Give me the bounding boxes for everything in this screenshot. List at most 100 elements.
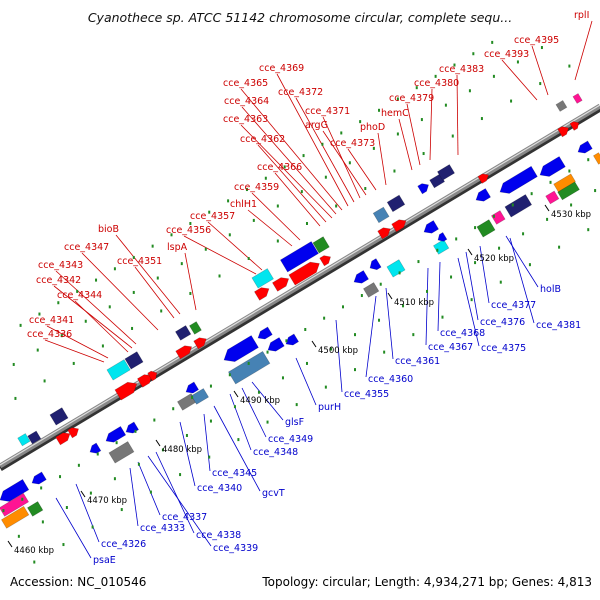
- forward-gene-label: chlH1: [230, 199, 257, 210]
- tick-label: 4500 kbp: [318, 346, 358, 356]
- reverse-gene: [108, 441, 135, 464]
- gene-shape: [499, 165, 538, 194]
- reverse-gene-label: cce_4375: [481, 343, 526, 354]
- track-dot: [38, 312, 41, 316]
- reverse-gene: [433, 239, 450, 255]
- gene-shape: [539, 156, 566, 177]
- reverse-leader-line: [425, 267, 429, 346]
- track-dot: [516, 60, 519, 64]
- forward-gene: [555, 100, 568, 112]
- gene-shape: [254, 287, 270, 301]
- tick-mark: [233, 390, 239, 398]
- track-dot: [208, 455, 211, 459]
- reverse-gene-label: cce_4376: [480, 317, 525, 328]
- gene-shape: [437, 164, 455, 181]
- reverse-leader-line: [213, 405, 261, 492]
- forward-leader-line: [251, 192, 301, 241]
- forward-gene-label: cce_4371: [305, 106, 350, 117]
- forward-leader-line: [377, 132, 387, 186]
- gene-shape: [223, 335, 259, 362]
- track-dot: [132, 255, 135, 259]
- forward-gene: [391, 219, 407, 233]
- chromosome-backbone: [0, 103, 600, 472]
- gene-shape: [17, 433, 31, 447]
- forward-gene-label: cce_4347: [64, 242, 109, 253]
- gene-shape: [189, 321, 202, 335]
- reverse-leader-line: [335, 319, 343, 393]
- reverse-leader-line: [203, 413, 211, 472]
- track-dot: [204, 247, 207, 251]
- track-dot: [468, 89, 471, 93]
- track-dot: [510, 99, 513, 103]
- gene-shape: [572, 93, 583, 104]
- reverse-gene-label: cce_4326: [101, 539, 146, 550]
- track-dot: [156, 276, 159, 280]
- gene-shape: [1, 505, 30, 529]
- reverse-gene: [223, 335, 259, 362]
- track-dot: [470, 298, 473, 302]
- reverse-gene: [353, 270, 369, 284]
- track-dot: [491, 40, 494, 44]
- gene-shape: [377, 227, 391, 240]
- track-dot: [474, 226, 477, 230]
- track-dot: [417, 260, 420, 264]
- gene-shape: [114, 381, 138, 401]
- forward-gene-label: cce_4395: [514, 35, 559, 46]
- forward-gene: [55, 432, 71, 446]
- reverse-leader-line: [129, 467, 139, 527]
- track-dot: [91, 525, 94, 529]
- gene-shape: [175, 345, 193, 360]
- track-dot: [426, 289, 429, 293]
- gene-shape: [267, 337, 285, 352]
- forward-leader-line: [501, 59, 538, 101]
- track-dot: [21, 497, 24, 501]
- forward-gene-label: cce_4341: [29, 315, 74, 326]
- track-dot: [264, 176, 267, 180]
- track-dot: [245, 188, 248, 192]
- gene-shape: [67, 427, 79, 439]
- reverse-gene: [499, 165, 538, 194]
- track-dot: [451, 134, 454, 138]
- forward-gene: [272, 277, 290, 292]
- track-dot: [499, 280, 502, 284]
- forward-gene-label: cce_4379: [389, 93, 434, 104]
- forward-gene: [124, 351, 144, 370]
- track-dot: [539, 82, 542, 86]
- forward-gene: [288, 261, 320, 286]
- reverse-leader-line: [229, 393, 252, 451]
- reverse-leader-line: [179, 421, 196, 487]
- reverse-gene-label: cce_4368: [440, 328, 485, 339]
- tick-label: 4520 kbp: [474, 254, 514, 264]
- track-dot: [227, 199, 230, 203]
- track-dot: [455, 237, 458, 241]
- reverse-leader-line: [385, 287, 394, 360]
- track-dot: [189, 291, 192, 295]
- track-dot: [402, 304, 405, 308]
- forward-leader-line: [247, 209, 293, 247]
- reverse-gene: [125, 421, 140, 434]
- track-dot: [14, 396, 17, 400]
- gene-shape: [272, 277, 290, 292]
- forward-gene-label: cce_4369: [259, 63, 304, 74]
- tick-mark: [7, 540, 13, 548]
- reverse-gene-label: cce_4345: [212, 468, 257, 479]
- track-dot: [36, 348, 39, 352]
- forward-gene-label: bioB: [98, 224, 119, 235]
- track-dot: [302, 154, 305, 158]
- forward-gene: [17, 433, 31, 447]
- track-dot: [247, 256, 250, 260]
- track-dot: [161, 448, 164, 452]
- gene-shape: [108, 441, 135, 464]
- track-dot: [378, 108, 381, 112]
- track-dot: [546, 217, 549, 221]
- forward-gene-label: cce_4343: [38, 260, 83, 271]
- gene-shape: [31, 471, 47, 485]
- track-dot: [57, 301, 60, 305]
- track-dot: [305, 221, 308, 225]
- forward-gene: [557, 126, 569, 138]
- gene-shape: [391, 219, 407, 233]
- forward-gene: [477, 173, 489, 184]
- track-dot: [354, 368, 357, 372]
- track-dot: [412, 333, 415, 337]
- track-dot: [2, 509, 5, 513]
